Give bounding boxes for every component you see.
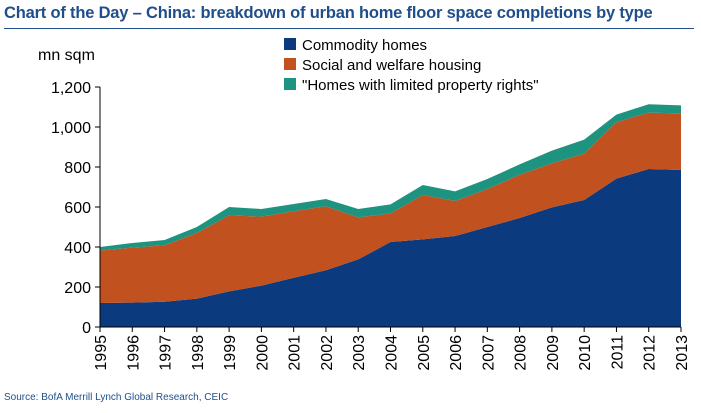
x-tick-label: 1995 (93, 335, 110, 371)
x-tick-label: 2012 (642, 335, 659, 371)
y-tick-label: 1,200 (51, 80, 91, 97)
x-tick-label: 2013 (674, 335, 691, 371)
y-tick-label: 400 (64, 240, 91, 257)
y-tick-label: 800 (64, 160, 91, 177)
x-tick-label: 2009 (545, 335, 562, 371)
x-tick-label: 2007 (480, 335, 497, 371)
y-tick-label: 1,000 (51, 120, 91, 137)
legend-swatch-2 (284, 78, 296, 90)
y-tick-label: 0 (82, 320, 91, 337)
x-tick-label: 2010 (577, 335, 594, 371)
y-tick-label: 200 (64, 280, 91, 297)
x-tick-label: 2002 (319, 335, 336, 371)
x-tick-label: 2011 (609, 335, 626, 370)
x-tick-label: 2000 (254, 335, 271, 371)
legend-label-1: Social and welfare housing (302, 57, 481, 74)
y-tick-label: 600 (64, 200, 91, 217)
x-tick-label: 2008 (513, 335, 530, 371)
series-areas (100, 104, 681, 327)
x-tick-labels: 1995 1996 1997 1998 1999 2000 2001 2002 2003 2004… (93, 335, 691, 371)
series-area-2 (100, 104, 681, 251)
chart-title: Chart of the Day – China: breakdown of u… (4, 4, 653, 22)
x-tick-label: 2003 (351, 335, 368, 371)
legend-label-2: "Homes with limited property rights" (302, 77, 539, 94)
series-area-0 (100, 169, 681, 327)
x-tick-label: 2001 (287, 335, 304, 371)
x-tick-label: 2004 (384, 335, 401, 371)
x-tick-label: 1996 (125, 335, 142, 371)
axes (95, 86, 682, 332)
y-tick-labels: 0 200 400 600 800 1,000 1,200 (51, 80, 91, 337)
x-tick-label: 2006 (448, 335, 465, 371)
legend-swatch-0 (284, 38, 296, 50)
x-tick-label: 1999 (222, 335, 239, 371)
x-tick-label: 1998 (190, 335, 207, 371)
legend-label-0: Commodity homes (302, 37, 427, 54)
x-tick-label: 1997 (158, 335, 175, 371)
title-divider (4, 28, 694, 29)
source-note: Source: BofA Merrill Lynch Global Resear… (4, 392, 229, 403)
legend: Commodity homes Social and welfare housin… (284, 37, 539, 94)
y-axis-unit-label: mn sqm (38, 47, 95, 64)
series-area-1 (100, 112, 681, 303)
x-tick-label: 2005 (416, 335, 433, 371)
legend-swatch-1 (284, 58, 296, 70)
